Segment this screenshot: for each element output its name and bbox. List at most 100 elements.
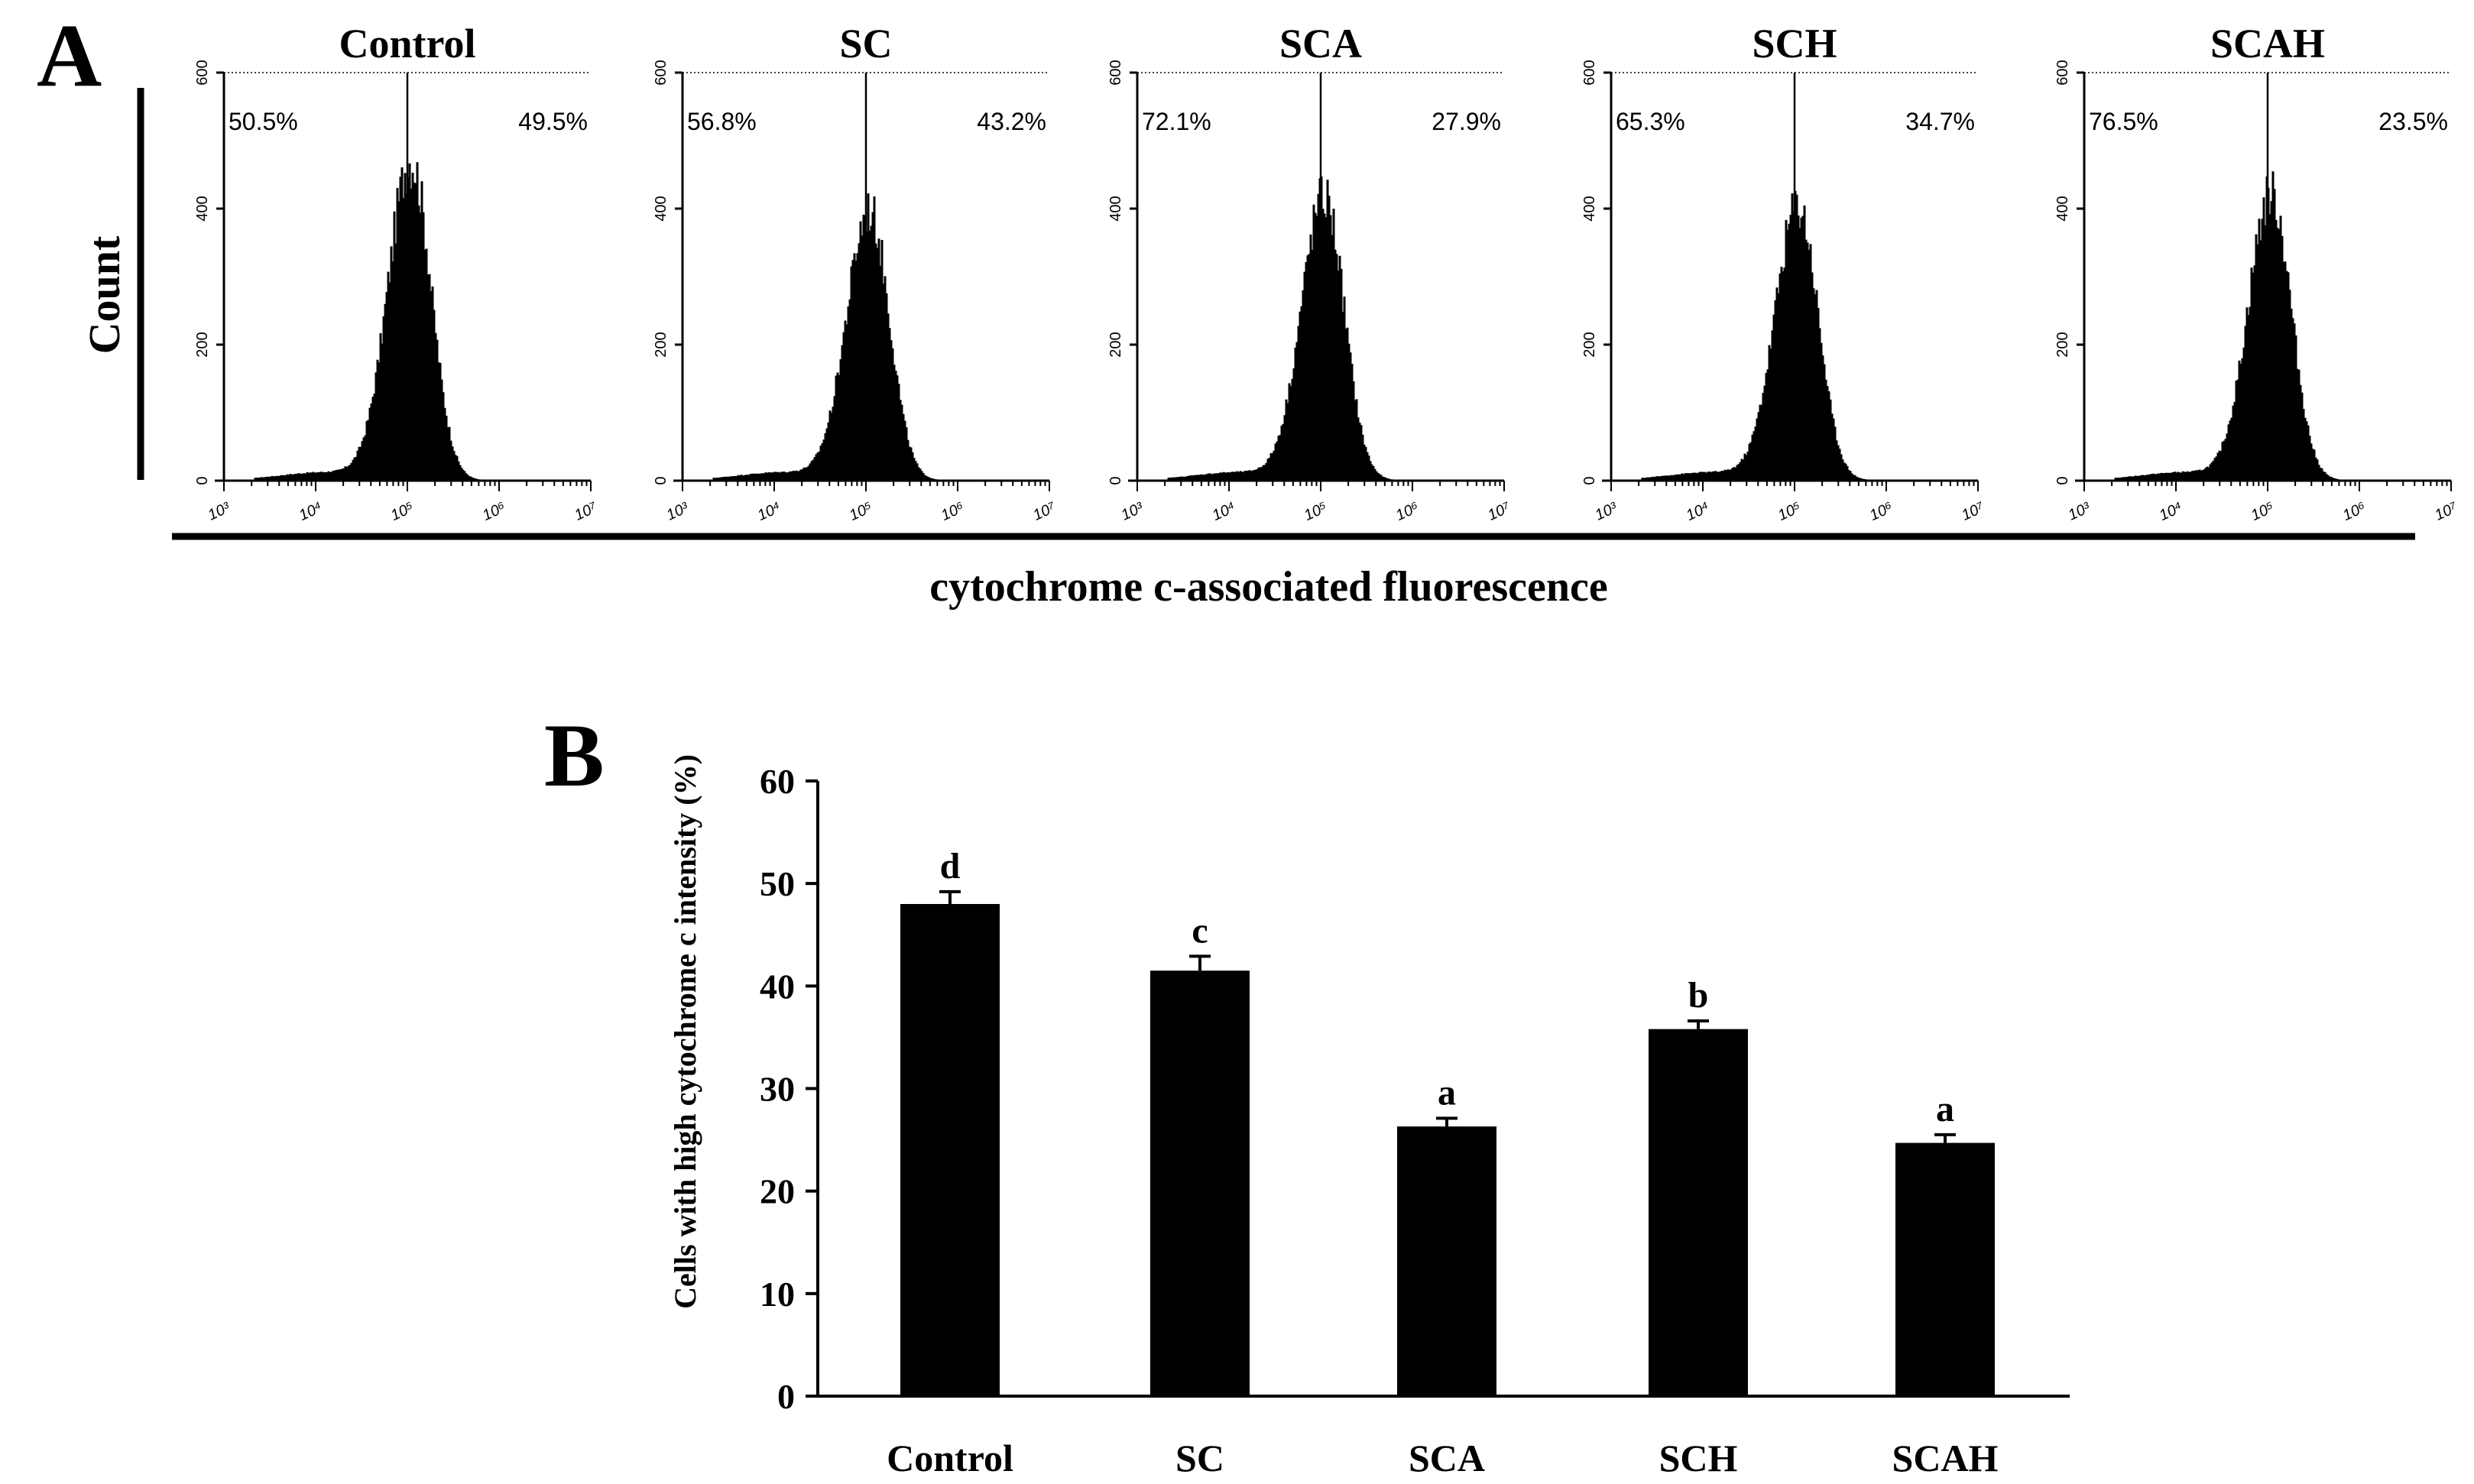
histogram-x-tick-label: 10⁷ <box>572 499 600 524</box>
histogram-y-tick-label: 200 <box>194 332 211 357</box>
gate-right-percent: 34.7% <box>1905 108 1975 135</box>
bar-chart-y-tick-label: 60 <box>760 762 795 801</box>
bar-scah <box>1895 1142 1995 1396</box>
bar-chart-y-tick-label: 0 <box>777 1377 795 1416</box>
histogram-distribution <box>254 162 539 481</box>
histogram-y-tick-label: 0 <box>1581 476 1598 484</box>
histogram-panel: Control 0 200 400 600 10³ 10⁴ 10⁵ 10⁶ 10⁷ 50.5% 49.… <box>194 21 600 524</box>
bar-chart-x-tick-label: SC <box>1175 1437 1224 1479</box>
gate-left-percent: 65.3% <box>1616 108 1685 135</box>
histogram-panel: SCA 0 200 400 600 10³ 10⁴ 10⁵ 10⁶ 10⁷ 72.1% 27.9% <box>1107 21 1513 524</box>
histogram-distribution <box>1641 190 1926 481</box>
histogram-panel: SCAH 0 200 400 600 10³ 10⁴ 10⁵ 10⁶ 10⁷ 76.5% 23.5% <box>2054 21 2460 524</box>
bar-chart-x-tick-label: SCA <box>1409 1437 1485 1479</box>
histogram-x-tick-label: 10³ <box>2066 499 2094 524</box>
significance-letter: a <box>1936 1089 1954 1129</box>
bar-chart-x-tick-label: SCAH <box>1892 1437 1999 1479</box>
fluorescence-axis-label: cytochrome c-associated fluorescence <box>929 563 1607 611</box>
gate-left-percent: 50.5% <box>229 108 298 135</box>
histogram-y-tick-label: 600 <box>1581 60 1598 85</box>
histogram-x-tick-label: 10⁶ <box>480 499 508 524</box>
gate-left-percent: 56.8% <box>687 108 757 135</box>
histogram-x-tick-label: 10⁷ <box>1959 499 1987 524</box>
significance-letter: d <box>940 846 961 886</box>
histogram-distribution <box>1167 177 1452 481</box>
histogram-x-tick-label: 10⁶ <box>1867 499 1895 524</box>
histogram-y-tick-label: 200 <box>1581 332 1598 357</box>
bar-sca <box>1397 1126 1496 1396</box>
histogram-y-tick-label: 400 <box>2054 196 2071 221</box>
histogram-x-tick-label: 10⁴ <box>755 499 783 524</box>
panel-a: A Count cytochrome c-associated fluoresc… <box>37 5 2460 611</box>
panel-b-label: B <box>544 705 605 805</box>
gate-right-percent: 43.2% <box>977 108 1046 135</box>
histogram-y-tick-label: 200 <box>2054 332 2071 357</box>
histogram-x-tick-label: 10⁷ <box>2432 499 2460 524</box>
histogram-y-tick-label: 200 <box>1107 332 1124 357</box>
histogram-y-tick-label: 0 <box>653 476 670 484</box>
gate-right-percent: 23.5% <box>2378 108 2448 135</box>
gate-right-percent: 49.5% <box>518 108 588 135</box>
histogram-x-tick-label: 10³ <box>206 499 234 524</box>
bar-sc <box>1150 970 1250 1396</box>
histogram-x-tick-label: 10⁵ <box>388 499 417 524</box>
panel-a-label: A <box>37 5 102 105</box>
bar-chart-plot: 0 10 20 30 40 50 60 d Control c SC a SCA b SCH a SCAH <box>760 762 1999 1479</box>
bar-control <box>900 904 1000 1396</box>
histogram-title: SC <box>839 21 892 66</box>
bar-chart-x-tick-label: SCH <box>1659 1437 1738 1479</box>
histogram-title: SCAH <box>2210 21 2325 66</box>
bar-sch <box>1649 1029 1748 1396</box>
histogram-x-tick-label: 10⁷ <box>1485 499 1513 524</box>
histogram-x-tick-label: 10³ <box>1593 499 1621 524</box>
histogram-x-tick-label: 10⁵ <box>1775 499 1804 524</box>
histogram-y-tick-label: 200 <box>653 332 670 357</box>
histogram-y-tick-label: 400 <box>194 196 211 221</box>
bar-chart-y-axis-label: Cells with high cytochrome c intensity (… <box>668 754 702 1309</box>
histogram-x-tick-label: 10⁶ <box>1393 499 1422 524</box>
histogram-y-tick-label: 600 <box>194 60 211 85</box>
histogram-distribution <box>2114 171 2399 481</box>
histogram-title: Control <box>339 21 475 66</box>
histogram-distribution <box>712 193 997 481</box>
histogram-x-tick-label: 10⁵ <box>847 499 875 524</box>
gate-right-percent: 27.9% <box>1432 108 1501 135</box>
histogram-x-tick-label: 10⁴ <box>1210 499 1238 524</box>
histogram-x-tick-label: 10⁵ <box>2249 499 2277 524</box>
histogram-y-tick-label: 0 <box>1107 476 1124 484</box>
histogram-y-tick-label: 600 <box>653 60 670 85</box>
histogram-y-tick-label: 600 <box>1107 60 1124 85</box>
bar-chart-y-tick-label: 20 <box>760 1172 795 1211</box>
histogram-x-tick-label: 10⁷ <box>1030 499 1059 524</box>
panel-b: B Cells with high cytochrome c intensity… <box>544 705 2070 1479</box>
significance-letter: c <box>1192 910 1208 951</box>
histogram-x-tick-label: 10⁴ <box>297 499 325 524</box>
histogram-x-tick-label: 10³ <box>664 499 692 524</box>
histogram-x-tick-label: 10⁶ <box>2340 499 2369 524</box>
histogram-x-tick-label: 10⁴ <box>1684 499 1712 524</box>
bar-chart-x-tick-label: Control <box>887 1437 1013 1479</box>
significance-letter: a <box>1438 1072 1456 1113</box>
histogram-y-tick-label: 400 <box>1581 196 1598 221</box>
histogram-title: SCH <box>1752 21 1837 66</box>
count-axis-label: Count <box>79 235 129 354</box>
gate-left-percent: 72.1% <box>1142 108 1211 135</box>
histogram-y-tick-label: 400 <box>1107 196 1124 221</box>
bar-chart-y-tick-label: 10 <box>760 1275 795 1314</box>
gate-left-percent: 76.5% <box>2089 108 2158 135</box>
bar-chart-y-tick-label: 50 <box>760 864 795 903</box>
histogram-group: Control 0 200 400 600 10³ 10⁴ 10⁵ 10⁶ 10⁷ 50.5% 49.… <box>194 21 2460 524</box>
histogram-y-tick-label: 0 <box>2054 476 2071 484</box>
histogram-x-tick-label: 10⁴ <box>2157 499 2185 524</box>
histogram-x-tick-label: 10⁵ <box>1302 499 1330 524</box>
histogram-panel: SC 0 200 400 600 10³ 10⁴ 10⁵ 10⁶ 10⁷ 56.8% 43.2% <box>653 21 1059 524</box>
histogram-y-tick-label: 0 <box>194 476 211 484</box>
histogram-x-tick-label: 10³ <box>1119 499 1147 524</box>
histogram-panel: SCH 0 200 400 600 10³ 10⁴ 10⁵ 10⁶ 10⁷ 65.3% 34.7% <box>1581 21 1987 524</box>
bar-chart-y-tick-label: 40 <box>760 967 795 1006</box>
significance-letter: b <box>1688 975 1709 1016</box>
histogram-y-tick-label: 600 <box>2054 60 2071 85</box>
histogram-x-tick-label: 10⁶ <box>939 499 967 524</box>
bar-chart-y-tick-label: 30 <box>760 1070 795 1109</box>
